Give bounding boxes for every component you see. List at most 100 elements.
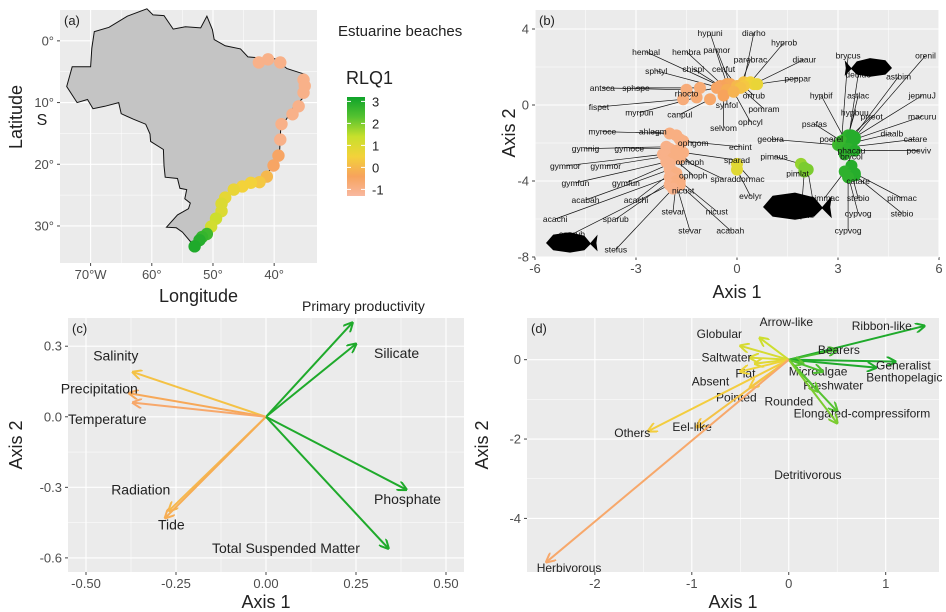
x-axis-title: Longitude: [159, 286, 238, 306]
y-tick-label: -0.6: [40, 550, 62, 565]
y-axis-title: Axis 2: [499, 108, 519, 157]
species-leader-line: [686, 51, 724, 87]
species-label: parebrac: [734, 54, 768, 64]
species-leader-line: [602, 87, 687, 91]
species-leader-line: [770, 138, 839, 146]
species-label: fispet: [589, 102, 610, 112]
species-label: gymmor: [550, 161, 581, 171]
fish-silhouette-icon: [546, 232, 598, 253]
x-tick-label: 0.25: [343, 576, 368, 591]
species-point: [667, 182, 680, 195]
x-axis-title: Axis 1: [712, 282, 761, 302]
species-label: acachi: [624, 195, 649, 205]
species-label: astbim: [886, 72, 911, 82]
species-label: diaalb: [881, 129, 904, 139]
x-tick-label: -2: [589, 576, 601, 591]
x-tick-label: 1: [882, 576, 889, 591]
species-label: dormac: [736, 174, 765, 184]
species-label: hypbuu: [841, 108, 869, 118]
x-tick-label: 40°: [264, 267, 284, 282]
fish-silhouette-icon: [844, 58, 892, 77]
environment-vector-arrow: [265, 415, 406, 490]
y-tick-label: 10°: [34, 95, 54, 110]
species-label: sparad: [711, 174, 737, 184]
species-point: [693, 81, 706, 94]
species-leader-line: [757, 78, 798, 85]
species-point: [751, 78, 764, 91]
y-tick-label: -4: [517, 174, 529, 189]
environment-vector-arrow: [265, 344, 356, 418]
species-label: catare: [846, 176, 870, 186]
species-label: myrpun: [625, 108, 654, 118]
x-tick-label: 0.50: [433, 576, 458, 591]
species-point: [677, 135, 690, 148]
environment-vector-label: Silicate: [374, 345, 419, 361]
legend-title: RLQ1: [346, 68, 393, 88]
trait-vector-arrow: [787, 359, 837, 424]
species-label: stefus: [604, 244, 627, 254]
legend-label: -1: [372, 182, 384, 197]
trait-vector-label: Others: [614, 426, 650, 440]
species-label: rhocto: [675, 89, 699, 99]
species-leader-line: [851, 76, 899, 140]
species-labels: hypuni diarho hembal hembra parmor hyprob spht…: [543, 28, 937, 255]
beach-site-point: [188, 240, 201, 253]
species-leader-line: [615, 188, 674, 250]
species-label: gymfun: [561, 178, 589, 188]
legend-label: 2: [372, 116, 379, 131]
x-axis-title: Axis 1: [708, 592, 757, 612]
species-label: ahlegm: [639, 127, 667, 137]
trait-vector-label: Absent: [692, 375, 730, 389]
trait-vector-label: Bearers: [818, 343, 860, 357]
species-label: gymmor: [590, 161, 621, 171]
species-leader-line: [585, 146, 667, 150]
beach-site-point: [274, 56, 287, 69]
species-leader-line: [683, 140, 741, 148]
species-point: [727, 85, 740, 98]
species-label: synfol: [716, 100, 738, 110]
legend-label: 1: [372, 138, 379, 153]
species-label: brycol: [840, 151, 863, 161]
panel-c: -0.50 -0.25 0.00 0.25 0.50 0.3 0.0 -0.3 -0.6 (c) P…: [40, 298, 464, 591]
y-tick-label: -2: [509, 432, 521, 447]
species-leader-line: [625, 163, 670, 184]
species-label: hypbif: [810, 91, 833, 101]
species-leader-line: [679, 184, 731, 231]
panel-d: -2 -1 0 1 0 -2 -4 (d) Ribbon-like Arrow-like Globu…: [509, 315, 942, 591]
species-label: acabah: [716, 225, 744, 235]
species-label: pimmac: [810, 193, 841, 203]
species-point: [842, 171, 855, 184]
y-tick-label: 0.3: [44, 339, 62, 354]
species-label: selvom: [710, 123, 737, 133]
species-points: [656, 76, 861, 195]
panel-a: 70°W 60° 50° 40° 0° 10° 20° 30° (a): [34, 8, 317, 282]
x-tick-label: 60°: [142, 267, 162, 282]
species-label: ortrub: [743, 91, 765, 101]
y-tick-label: -4: [509, 511, 521, 526]
species-label: ophcyl: [738, 117, 763, 127]
y-axis-title-unit: S: [37, 112, 48, 129]
species-label: ophoph: [676, 157, 705, 167]
species-leader-line: [753, 59, 805, 85]
species-label: evolyr: [739, 191, 762, 201]
environment-vector-arrow: [129, 393, 267, 418]
trait-vector-arrow: [740, 358, 789, 372]
y-tick-label: 0°: [42, 33, 54, 48]
species-leader-line: [854, 175, 903, 214]
species-label: cypvog: [845, 208, 872, 218]
x-tick-label: -1: [686, 576, 698, 591]
species-label: pimmac: [887, 193, 918, 203]
trait-vector-arrow: [648, 358, 790, 431]
legend-colorbar: [347, 97, 365, 196]
species-leader-line: [709, 32, 728, 85]
x-tick-label: 0.00: [253, 576, 278, 591]
species-label: hembal: [632, 47, 660, 57]
species-label: sphspe: [622, 83, 650, 93]
species-label: gymfun: [612, 178, 640, 188]
panel-b: -6 -3 0 3 6 -8 -4 0 4 (b) hypuni diarho hembal hembra…: [517, 10, 943, 276]
species-leader-line: [656, 70, 721, 89]
species-point: [731, 163, 743, 176]
beach-site-point: [272, 149, 285, 162]
trait-vector-arrow: [697, 358, 790, 427]
